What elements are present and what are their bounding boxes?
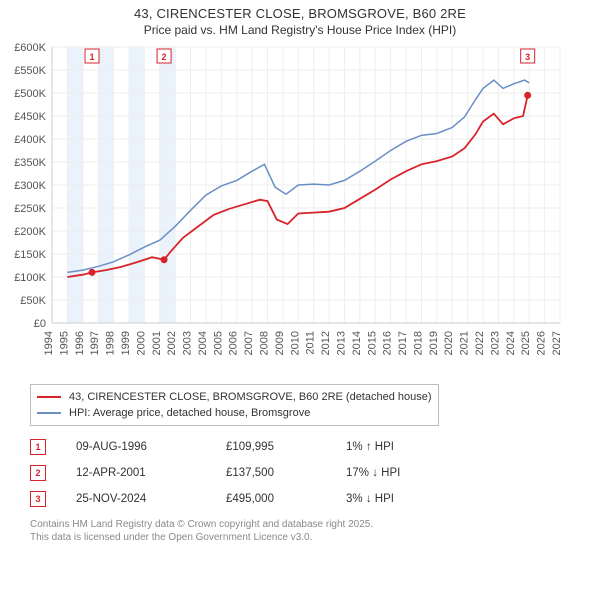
svg-text:£600K: £600K <box>14 43 46 54</box>
svg-text:2018: 2018 <box>412 331 424 355</box>
svg-text:1999: 1999 <box>120 331 132 355</box>
svg-text:2000: 2000 <box>135 331 147 355</box>
transaction-row: 2 12-APR-2001 £137,500 17% ↓ HPI <box>30 460 530 486</box>
svg-text:£400K: £400K <box>14 134 46 146</box>
svg-text:2: 2 <box>162 52 167 62</box>
svg-text:2004: 2004 <box>197 331 209 355</box>
legend-swatch-price <box>37 396 61 398</box>
svg-text:2011: 2011 <box>305 331 317 355</box>
transaction-badge: 1 <box>30 439 46 455</box>
svg-text:1: 1 <box>90 52 95 62</box>
svg-text:£0: £0 <box>34 318 46 330</box>
svg-text:£250K: £250K <box>14 203 46 215</box>
svg-text:2022: 2022 <box>474 331 486 355</box>
attribution-line2: This data is licensed under the Open Gov… <box>30 531 600 544</box>
svg-text:2024: 2024 <box>505 331 517 355</box>
transaction-date: 25-NOV-2024 <box>76 493 226 505</box>
svg-text:2006: 2006 <box>228 331 240 355</box>
svg-text:3: 3 <box>525 52 530 62</box>
svg-text:£450K: £450K <box>14 111 46 123</box>
svg-text:2001: 2001 <box>151 331 163 355</box>
svg-text:2015: 2015 <box>366 331 378 355</box>
transaction-row: 1 09-AUG-1996 £109,995 1% ↑ HPI <box>30 434 530 460</box>
svg-text:2013: 2013 <box>335 331 347 355</box>
svg-text:2012: 2012 <box>320 331 332 355</box>
legend-label-hpi: HPI: Average price, detached house, Brom… <box>69 407 310 419</box>
legend: 43, CIRENCESTER CLOSE, BROMSGROVE, B60 2… <box>30 384 439 426</box>
svg-text:£350K: £350K <box>14 157 46 169</box>
attribution-line1: Contains HM Land Registry data © Crown c… <box>30 518 600 531</box>
svg-text:£550K: £550K <box>14 65 46 77</box>
transaction-date: 12-APR-2001 <box>76 467 226 479</box>
svg-text:2005: 2005 <box>212 331 224 355</box>
transaction-price: £109,995 <box>226 441 346 453</box>
transactions-table: 1 09-AUG-1996 £109,995 1% ↑ HPI 2 12-APR… <box>30 434 530 512</box>
attribution: Contains HM Land Registry data © Crown c… <box>30 518 600 544</box>
svg-text:2019: 2019 <box>428 331 440 355</box>
svg-text:1997: 1997 <box>89 331 101 355</box>
svg-text:2023: 2023 <box>489 331 501 355</box>
svg-text:2010: 2010 <box>289 331 301 355</box>
transaction-badge: 3 <box>30 491 46 507</box>
svg-text:£50K: £50K <box>20 295 46 307</box>
svg-text:£150K: £150K <box>14 249 46 261</box>
legend-row-hpi: HPI: Average price, detached house, Brom… <box>37 405 432 421</box>
svg-text:2009: 2009 <box>274 331 286 355</box>
svg-text:2002: 2002 <box>166 331 178 355</box>
legend-label-price: 43, CIRENCESTER CLOSE, BROMSGROVE, B60 2… <box>69 391 432 403</box>
chart-title-sub: Price paid vs. HM Land Registry's House … <box>0 21 600 37</box>
transaction-badge: 2 <box>30 465 46 481</box>
chart-title-main: 43, CIRENCESTER CLOSE, BROMSGROVE, B60 2… <box>0 0 600 21</box>
svg-text:2016: 2016 <box>382 331 394 355</box>
svg-text:2020: 2020 <box>443 331 455 355</box>
transaction-price: £495,000 <box>226 493 346 505</box>
svg-text:1994: 1994 <box>43 331 55 355</box>
svg-text:2003: 2003 <box>182 331 194 355</box>
svg-text:2014: 2014 <box>351 331 363 355</box>
svg-text:£200K: £200K <box>14 226 46 238</box>
svg-text:£100K: £100K <box>14 272 46 284</box>
svg-text:2017: 2017 <box>397 331 409 355</box>
legend-row-price: 43, CIRENCESTER CLOSE, BROMSGROVE, B60 2… <box>37 389 432 405</box>
svg-text:2008: 2008 <box>259 331 271 355</box>
transaction-row: 3 25-NOV-2024 £495,000 3% ↓ HPI <box>30 486 530 512</box>
legend-swatch-hpi <box>37 412 61 414</box>
transaction-date: 09-AUG-1996 <box>76 441 226 453</box>
svg-text:£300K: £300K <box>14 180 46 192</box>
svg-text:£500K: £500K <box>14 88 46 100</box>
transaction-price: £137,500 <box>226 467 346 479</box>
svg-text:2007: 2007 <box>243 331 255 355</box>
chart-area: £0 £50K £100K £150K £200K £250K £300K £350K £400… <box>0 43 590 378</box>
svg-text:1996: 1996 <box>74 331 86 355</box>
transaction-hpi: 3% ↓ HPI <box>346 493 476 505</box>
svg-text:1998: 1998 <box>105 331 117 355</box>
svg-text:1995: 1995 <box>58 331 70 355</box>
svg-text:2026: 2026 <box>536 331 548 355</box>
svg-text:2021: 2021 <box>459 331 471 355</box>
svg-text:2025: 2025 <box>520 331 532 355</box>
transaction-hpi: 17% ↓ HPI <box>346 467 476 479</box>
svg-text:2027: 2027 <box>551 331 563 355</box>
transaction-hpi: 1% ↑ HPI <box>346 441 476 453</box>
